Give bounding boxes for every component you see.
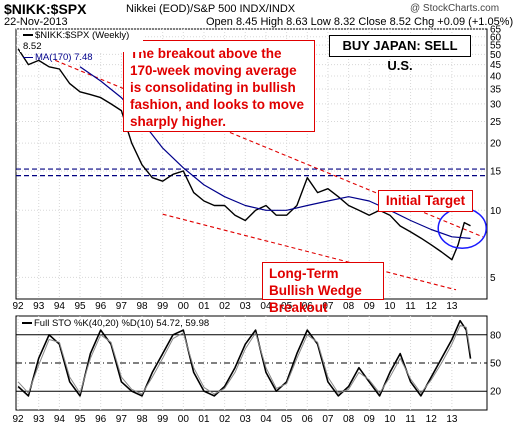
wedge-annotation: Long-Term Bullish Wedge Breakout (262, 262, 384, 315)
main-x-tick-label: 95 (74, 301, 86, 312)
buy-japan-text: BUY JAPAN: SELL U.S. (342, 38, 458, 73)
sto-x-tick-label: 05 (281, 414, 293, 425)
price-series-line (17, 48, 471, 261)
high-value: 8.63 (286, 16, 308, 28)
sto-x-tick-label: 08 (343, 414, 355, 425)
main-x-tick-label: 99 (157, 301, 169, 312)
main-x-tick-label: 04 (260, 301, 272, 312)
symbol-title: $NIKK:$SPX (4, 1, 87, 17)
main-x-tick-label: 02 (219, 301, 231, 312)
main-x-tick-label: 93 (33, 301, 45, 312)
high-label: High (260, 16, 284, 28)
main-x-tick-label: 03 (240, 301, 252, 312)
stochastic-panel: 92 93 94 95 96 97 98 99 00 01 02 03 04 05 06 07 08 09 10 11… (13, 315, 502, 425)
open-value: 8.45 (235, 16, 258, 28)
main-y-tick-label: 5 (490, 273, 496, 284)
sto-x-tick-label: 12 (426, 414, 438, 425)
sto-x-tick-label: 01 (198, 414, 210, 425)
main-y-tick-label: 60 (490, 32, 502, 43)
main-y-tick-label: 65 (490, 25, 502, 36)
main-x-tick-label: 94 (54, 301, 66, 312)
sto-x-tick-label: 03 (240, 414, 252, 425)
main-x-tick-label: 92 (13, 301, 25, 312)
sto-x-tick-label: 98 (136, 414, 148, 425)
sto-y-tick-label: 80 (490, 330, 502, 341)
sto-x-tick-label: 92 (13, 414, 25, 425)
sto-legend-label: Full STO %K(40,20) %D(10) 54.72, 59.98 (34, 318, 210, 329)
sto-legend: Full STO %K(40,20) %D(10) 54.72, 59.98 (22, 318, 210, 329)
sto-x-tick-label: 95 (74, 414, 86, 425)
chg-value: +0.09 (+1.05%) (437, 16, 514, 28)
main-x-tick-label: 00 (178, 301, 190, 312)
symbol-description: Nikkei (EOD)/S&P 500 INDX/INDX (126, 3, 296, 15)
open-label: Open (206, 16, 233, 28)
wedge-lower-line (162, 213, 457, 291)
breakout-annotation: The breakout above the 170-week moving a… (123, 40, 315, 132)
main-x-tick-label: 13 (446, 301, 458, 312)
sto-x-tick-label: 97 (116, 414, 128, 425)
main-y-tick-label: 20 (490, 139, 502, 150)
initial-target-text: Initial Target (385, 193, 466, 208)
sto-legend-swatch (22, 322, 32, 325)
main-y-tick-label: 10 (490, 206, 502, 217)
sto-x-tick-label: 04 (260, 414, 272, 425)
main-y-tick-label: 15 (490, 167, 502, 178)
buy-japan-annotation: BUY JAPAN: SELL U.S. (329, 35, 471, 73)
low-label: Low (310, 16, 331, 28)
main-y-tick-label: 25 (490, 117, 502, 128)
close-value: 8.52 (389, 16, 411, 28)
sto-x-tick-label: 10 (384, 414, 396, 425)
main-y-tick-label: 40 (490, 72, 502, 83)
main-x-tick-label: 05 (281, 301, 293, 312)
breakout-annotation-text: The breakout above the 170-week moving a… (130, 46, 305, 129)
sto-x-tick-label: 02 (219, 414, 231, 425)
main-y-tick-label: 45 (490, 60, 502, 71)
main-x-tick-label: 12 (426, 301, 438, 312)
main-y-tick-label: 30 (490, 99, 502, 110)
sto-y-tick-label: 20 (490, 387, 502, 398)
main-x-tick-label: 01 (198, 301, 210, 312)
date-label: 22-Nov-2013 (4, 16, 68, 28)
chg-label: Chg (414, 16, 435, 28)
sto-x-tick-label: 96 (95, 414, 107, 425)
initial-target-annotation: Initial Target (378, 190, 473, 212)
chart-header: $NIKK:$SPX Nikkei (EOD)/S&P 500 INDX/IND… (0, 0, 520, 28)
wedge-annotation-text: Long-Term Bullish Wedge Breakout (269, 266, 362, 315)
low-value: 8.32 (333, 16, 356, 28)
main-x-tick-label: 11 (405, 301, 416, 312)
sto-x-tick-label: 13 (446, 414, 458, 425)
main-x-tick-label: 97 (116, 301, 128, 312)
watermark: @ StockCharts.com (410, 3, 500, 14)
legend-ma-label: MA(170) 7.48 (35, 52, 93, 63)
sto-x-tick-label: 93 (33, 414, 45, 425)
sto-x-tick-label: 00 (178, 414, 190, 425)
sto-x-tick-label: 07 (322, 414, 334, 425)
main-x-tick-label: 08 (343, 301, 355, 312)
main-legend: $NIKK:$SPX (Weekly) 8.52 MA(170) 7.48 (20, 30, 143, 63)
sto-x-tick-label: 06 (302, 414, 314, 425)
ohlc-row: Open 8.45 High 8.63 Low 8.32 Close 8.52 … (206, 16, 513, 28)
main-x-tick-label: 98 (136, 301, 148, 312)
main-x-tick-label: 10 (384, 301, 396, 312)
sto-y-tick-label: 50 (490, 359, 502, 370)
sto-x-tick-label: 11 (405, 414, 416, 425)
close-label: Close (358, 16, 387, 28)
main-x-tick-label: 96 (95, 301, 107, 312)
sto-x-tick-label: 09 (364, 414, 376, 425)
legend-ma: MA(170) 7.48 (23, 52, 143, 63)
main-x-tick-label: 06 (302, 301, 314, 312)
main-y-tick-label: 55 (490, 41, 502, 52)
sto-d-line (17, 324, 471, 395)
main-y-tick-label: 50 (490, 50, 502, 61)
main-y-tick-label: 35 (490, 84, 502, 95)
sto-x-tick-label: 94 (54, 414, 66, 425)
main-x-tick-label: 07 (322, 301, 334, 312)
legend-price-label: $NIKK:$SPX (Weekly) 8.52 (23, 30, 130, 52)
main-x-tick-label: 09 (364, 301, 376, 312)
legend-price: $NIKK:$SPX (Weekly) 8.52 (23, 30, 143, 52)
sto-x-tick-label: 99 (157, 414, 169, 425)
